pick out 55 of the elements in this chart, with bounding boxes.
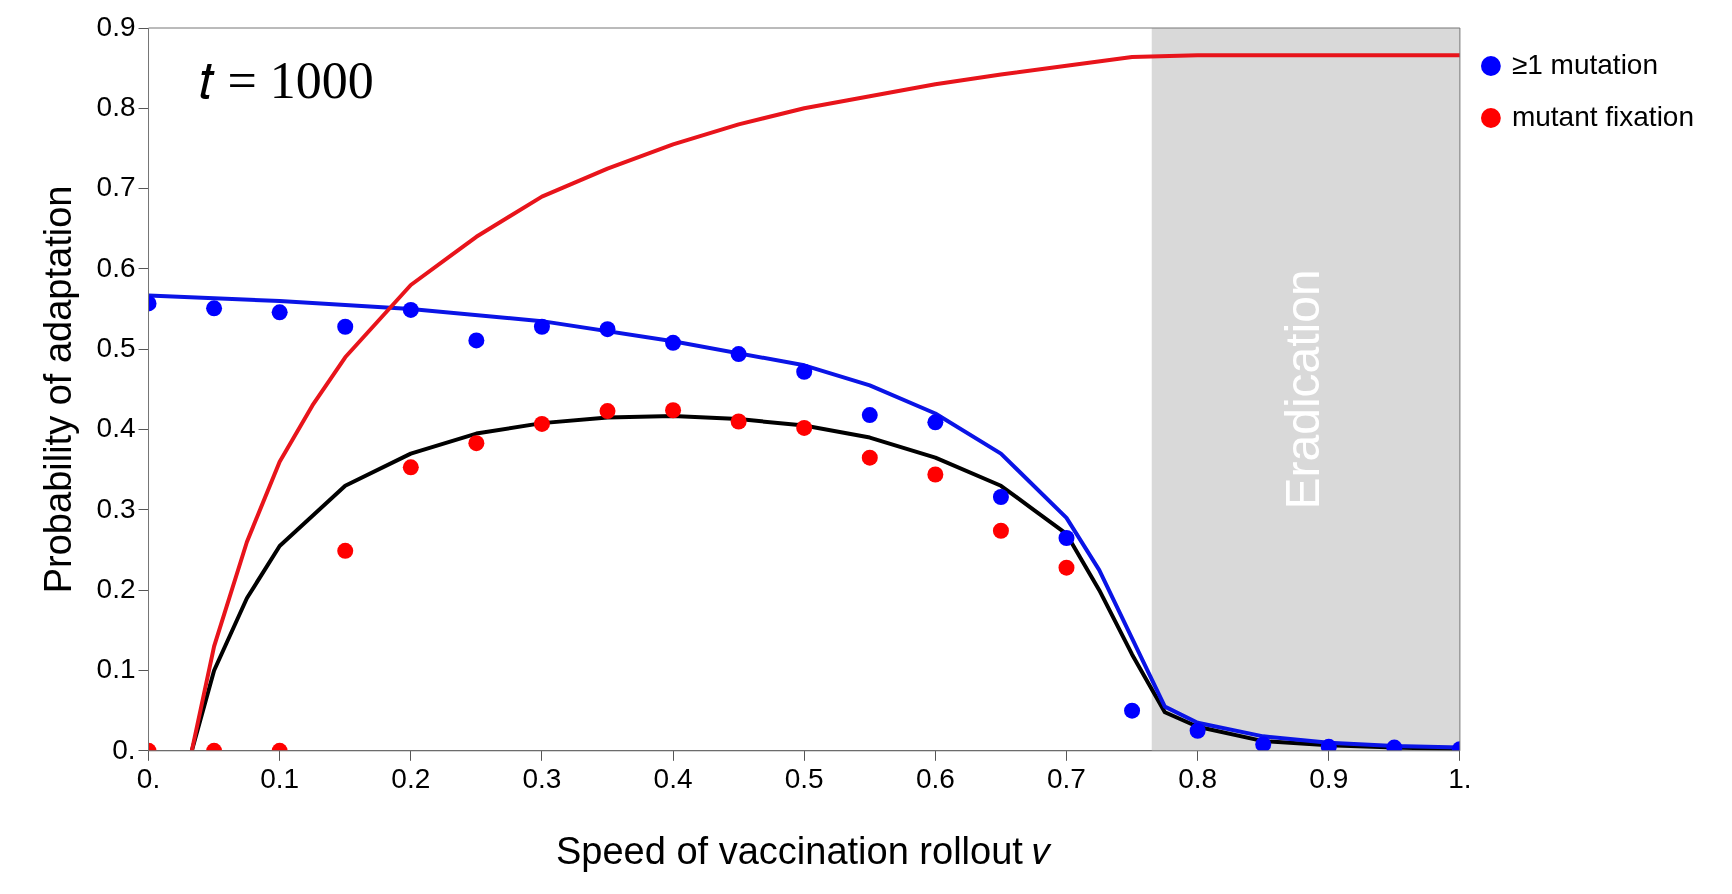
point	[1058, 529, 1075, 546]
y-tick-label: 0.5	[96, 331, 136, 363]
annotation: 𝑡 = 1000	[198, 51, 374, 109]
legend-label: ≥1 mutation	[1511, 48, 1659, 80]
point	[599, 403, 616, 420]
point	[730, 413, 747, 430]
point	[1058, 559, 1075, 576]
point	[861, 449, 878, 466]
point	[533, 318, 550, 335]
point	[1189, 722, 1206, 739]
point	[927, 414, 944, 431]
point	[468, 435, 485, 452]
x-tick-label: 0.3	[522, 763, 562, 795]
point	[337, 318, 354, 335]
y-tick-label: 0.2	[96, 572, 136, 604]
point	[992, 522, 1009, 539]
point	[861, 407, 878, 424]
x-tick-label: 0.2	[391, 763, 431, 795]
x-tick-label: 0.4	[653, 763, 693, 795]
x-tick-label: 0.7	[1047, 763, 1086, 795]
point	[468, 332, 485, 349]
point	[927, 466, 944, 483]
y-tick-label: 0.8	[96, 91, 136, 123]
y-tick-label: 0.6	[96, 251, 136, 283]
point	[730, 346, 747, 363]
y-tick-label: 0.7	[96, 171, 136, 203]
point	[402, 459, 419, 476]
point	[992, 489, 1009, 506]
y-tick-label: 0.3	[96, 492, 136, 524]
point	[665, 334, 682, 351]
y-tick-label: 0.1	[96, 653, 136, 685]
x-tick-label: 0.8	[1178, 763, 1218, 795]
point	[796, 419, 813, 436]
point	[402, 301, 419, 318]
x-tick-label: 0.	[136, 763, 161, 795]
y-tick-label: 0.9	[96, 10, 136, 42]
point	[206, 300, 223, 317]
point	[533, 415, 550, 432]
point	[1124, 702, 1141, 719]
x-tick-label: 1.	[1448, 763, 1472, 795]
y-axis-title: Probability of adaptation	[37, 185, 80, 594]
x-tick-label: 0.5	[784, 763, 824, 795]
point	[796, 363, 813, 380]
point	[599, 321, 616, 338]
y-tick-label: 0.4	[96, 412, 136, 444]
point	[271, 304, 288, 321]
x-tick-label: 0.9	[1309, 763, 1349, 795]
x-tick-label: 0.6	[915, 763, 955, 795]
x-tick-label: 0.1	[260, 763, 300, 795]
legend-label: mutant fixation	[1511, 100, 1695, 132]
x-axis-title: Speed of vaccination rollout 𝜈	[556, 829, 1053, 872]
y-tick-label: 0.	[112, 733, 136, 765]
point	[1255, 736, 1272, 751]
point	[337, 542, 354, 559]
point	[665, 402, 682, 419]
